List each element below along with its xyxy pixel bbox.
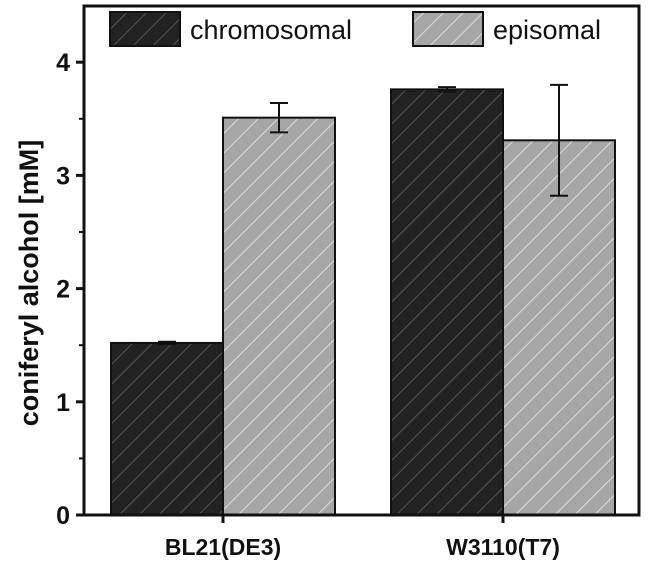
y-tick-label: 2: [56, 276, 70, 304]
y-axis: 0 1 2 3 4: [56, 49, 84, 530]
plot-frame: [82, 4, 641, 517]
legend-swatch-chromosomal: [109, 11, 181, 47]
y-tick-label: 3: [56, 162, 70, 190]
legend-swatch-episomal: [412, 11, 484, 47]
y-axis-title: coniferyl alcohol [mM]: [14, 140, 44, 427]
y-tick-label: 4: [56, 49, 70, 77]
y-tick-label: 0: [56, 502, 70, 530]
x-tick-label: BL21(DE3): [165, 534, 281, 560]
legend: chromosomal episomal: [109, 11, 601, 47]
legend-label-episomal: episomal: [493, 15, 601, 45]
bar-chromosomal-1: [390, 88, 504, 516]
x-tick-label: W3110(T7): [446, 534, 560, 560]
x-axis: BL21(DE3) W3110(T7): [165, 515, 560, 560]
bar-chromosomal-0: [110, 341, 224, 516]
legend-label-chromosomal: chromosomal: [190, 15, 352, 45]
y-tick-label: 1: [56, 389, 70, 417]
bars: [110, 88, 616, 516]
bar-episomal-1: [502, 139, 616, 516]
bar-episomal-0: [222, 116, 336, 516]
error-bars: [158, 83, 568, 346]
